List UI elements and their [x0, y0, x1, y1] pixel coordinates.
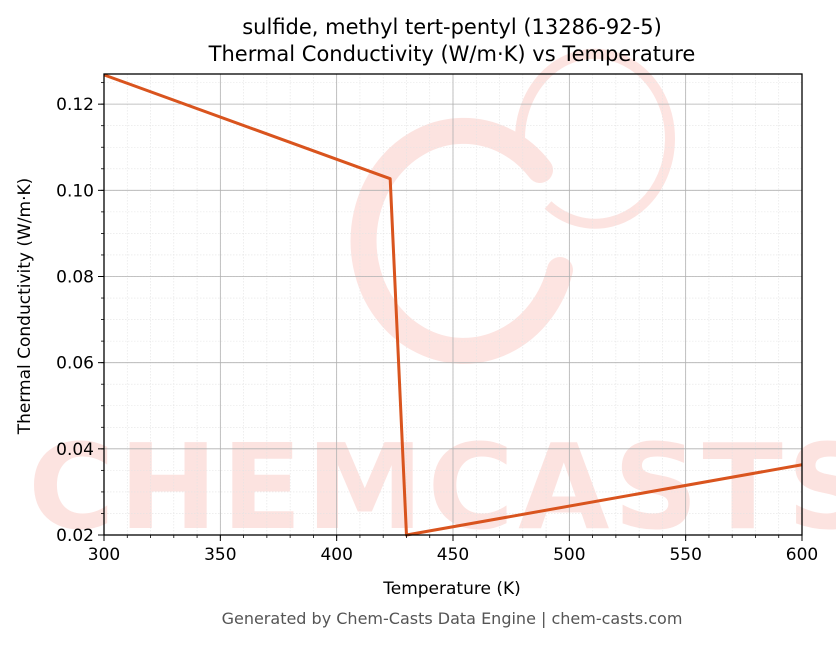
series-line [103, 73, 803, 537]
x-tick-label: 600 [786, 545, 818, 565]
x-tick-label: 350 [204, 545, 236, 565]
y-tick-label: 0.04 [56, 440, 94, 460]
x-tick-label: 450 [437, 545, 469, 565]
y-tick-label: 0.08 [56, 267, 94, 287]
y-tick-label: 0.10 [56, 181, 94, 201]
x-axis-ticks: 300 350 400 450 500 550 600 [88, 535, 818, 565]
y-tick-label: 0.12 [56, 95, 94, 115]
chart-title-line1: sulfide, methyl tert-pentyl (13286-92-5) [242, 15, 662, 39]
x-tick-label: 500 [553, 545, 585, 565]
y-tick-label: 0.06 [56, 354, 94, 374]
series-layer [103, 73, 803, 537]
y-axis-label: Thermal Conductivity (W/m·K) [15, 178, 35, 436]
y-axis-ticks: 0.02 0.04 0.06 0.08 0.10 0.12 [56, 82, 104, 546]
watermark-logo-inner [514, 48, 675, 229]
x-tick-label: 550 [669, 545, 701, 565]
watermark-text: CHEMCASTS [28, 418, 836, 556]
x-tick-label: 300 [88, 545, 120, 565]
watermark: CHEMCASTS [28, 48, 836, 556]
chart-title-line2: Thermal Conductivity (W/m·K) vs Temperat… [208, 42, 696, 66]
x-axis-label: Temperature (K) [382, 579, 521, 599]
x-tick-label: 400 [320, 545, 352, 565]
y-tick-label: 0.02 [56, 526, 94, 546]
watermark-logo-ring [350, 117, 573, 364]
footer-credit: Generated by Chem-Casts Data Engine | ch… [222, 609, 683, 628]
